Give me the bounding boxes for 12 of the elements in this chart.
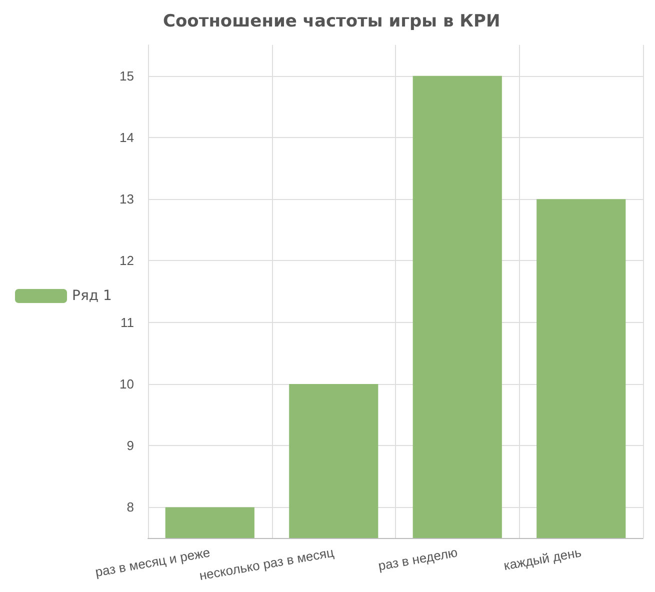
x-tick-label: каждый день xyxy=(502,544,583,574)
y-tick-label: 11 xyxy=(120,314,134,330)
legend-label: Ряд 1 xyxy=(72,288,112,304)
y-tick-label: 8 xyxy=(126,500,134,515)
y-tick-label: 10 xyxy=(120,376,134,392)
y-tick-label: 9 xyxy=(126,438,134,454)
x-tick-label: раз в неделю xyxy=(377,544,459,574)
y-tick-label: 15 xyxy=(120,68,134,84)
y-tick-label: 12 xyxy=(120,253,134,268)
y-tick-label: 13 xyxy=(120,192,134,207)
chart-title: Соотношение частоты игры в КРИ xyxy=(163,12,500,32)
y-tick-label: 14 xyxy=(120,130,134,145)
